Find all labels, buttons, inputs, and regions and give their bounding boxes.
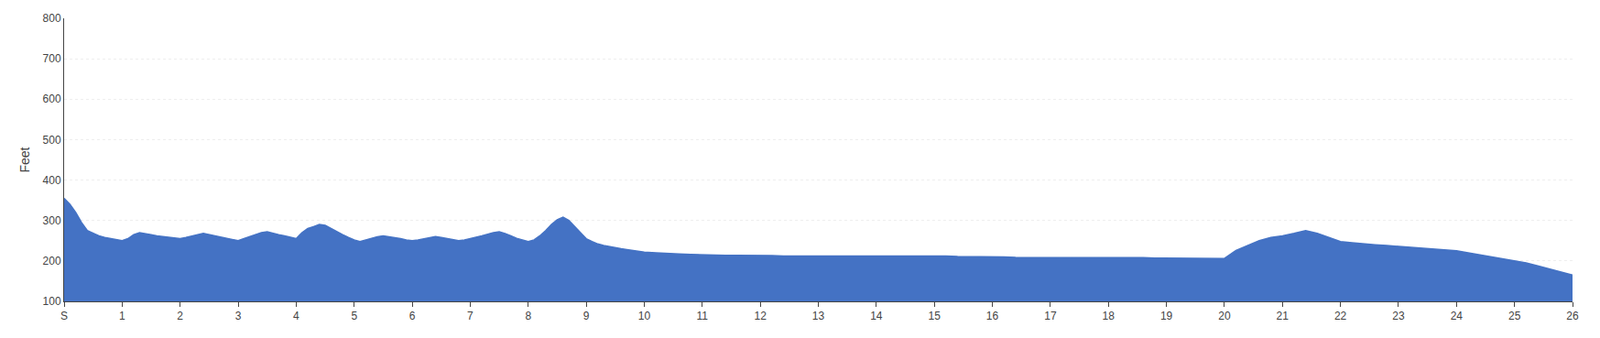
svg-text:25: 25 xyxy=(1508,309,1522,323)
svg-text:15: 15 xyxy=(928,309,942,323)
svg-text:1: 1 xyxy=(119,309,126,323)
svg-text:12: 12 xyxy=(753,309,767,323)
svg-text:10: 10 xyxy=(638,309,652,323)
svg-text:100: 100 xyxy=(43,294,62,308)
svg-text:13: 13 xyxy=(812,309,826,323)
svg-text:23: 23 xyxy=(1392,309,1405,323)
svg-text:3: 3 xyxy=(235,309,242,323)
svg-text:21: 21 xyxy=(1276,309,1290,323)
svg-text:200: 200 xyxy=(43,254,62,268)
svg-text:18: 18 xyxy=(1102,309,1116,323)
svg-text:14: 14 xyxy=(870,309,883,323)
svg-text:19: 19 xyxy=(1160,309,1174,323)
svg-text:4: 4 xyxy=(293,309,300,323)
svg-text:500: 500 xyxy=(43,133,62,147)
svg-text:600: 600 xyxy=(43,92,62,106)
svg-text:6: 6 xyxy=(409,309,416,323)
svg-text:8: 8 xyxy=(524,309,532,323)
svg-text:16: 16 xyxy=(986,309,1000,323)
svg-text:9: 9 xyxy=(583,309,590,323)
svg-text:300: 300 xyxy=(43,214,62,228)
svg-text:22: 22 xyxy=(1334,309,1348,323)
svg-text:20: 20 xyxy=(1218,309,1231,323)
svg-text:2: 2 xyxy=(176,309,184,323)
svg-text:Feet: Feet xyxy=(17,146,33,173)
svg-text:7: 7 xyxy=(467,309,474,323)
svg-text:800: 800 xyxy=(43,11,62,25)
svg-text:5: 5 xyxy=(350,309,358,323)
svg-text:24: 24 xyxy=(1450,309,1464,323)
svg-text:17: 17 xyxy=(1044,309,1057,323)
svg-text:700: 700 xyxy=(43,52,62,66)
svg-text:11: 11 xyxy=(696,309,709,323)
svg-text:S: S xyxy=(60,309,68,323)
svg-text:400: 400 xyxy=(43,174,62,187)
svg-text:26: 26 xyxy=(1566,309,1579,323)
